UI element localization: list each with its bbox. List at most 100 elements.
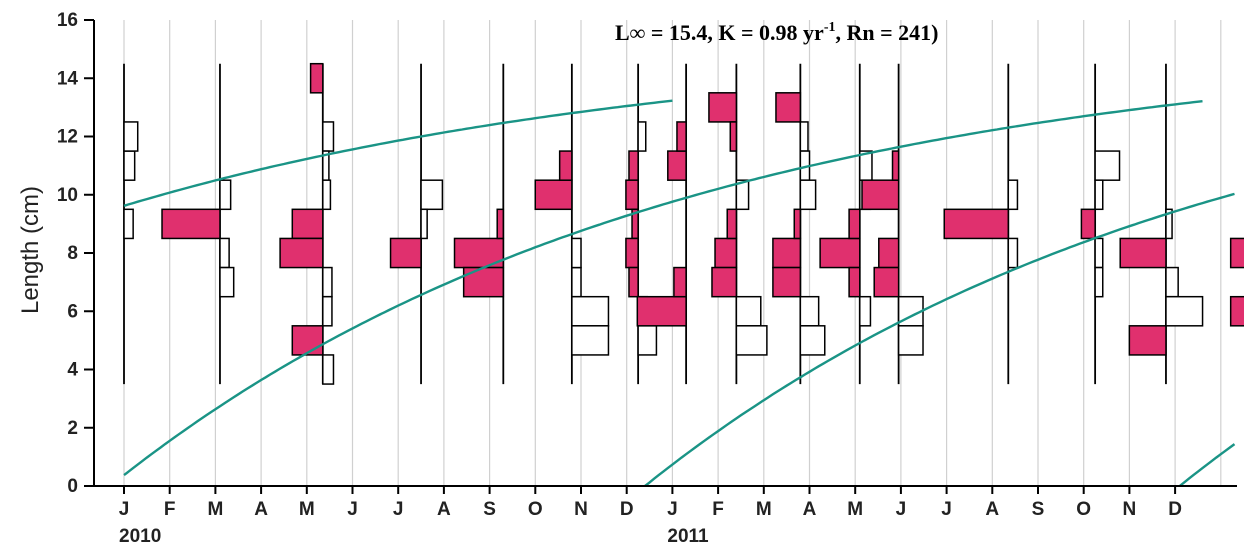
growth-curve-cohort-2 — [123, 100, 1203, 477]
negative-bar — [637, 325, 658, 356]
x-tick-label: A — [985, 499, 999, 520]
x-tick-label: O — [1076, 499, 1091, 520]
y-tick-label: 2 — [67, 418, 78, 439]
x-tick-label: D — [620, 499, 634, 520]
x-tick-label: M — [299, 499, 315, 520]
negative-bar — [1165, 266, 1179, 298]
x-tick-label: M — [756, 499, 772, 520]
parameters-superscript: -1 — [824, 20, 836, 35]
x-tick-label: N — [1123, 499, 1137, 520]
x-tick-label: S — [1032, 499, 1045, 520]
positive-bar — [496, 208, 505, 240]
x-tick-label: F — [712, 499, 724, 520]
negative-bar — [571, 295, 610, 327]
positive-bar — [861, 179, 900, 211]
positive-bar — [462, 266, 505, 298]
x-tick-label: N — [574, 499, 588, 520]
x-tick-label: F — [164, 499, 176, 520]
parameters-annotation: L∞ = 15.4, K = 0.98 yr-1, Rn = 241) — [615, 20, 938, 45]
positive-bar — [1229, 295, 1244, 327]
negative-bar — [735, 179, 750, 211]
positive-bar — [714, 237, 738, 269]
negative-bar — [571, 325, 610, 356]
y-tick-label: 14 — [57, 68, 79, 89]
negative-bar — [219, 237, 230, 269]
y-tick-label: 12 — [57, 127, 78, 148]
positive-bar — [161, 208, 221, 240]
x-tick-label: J — [347, 499, 358, 520]
negative-bar — [219, 179, 232, 211]
negative-bar — [123, 208, 134, 240]
negative-bar — [420, 208, 428, 240]
x-tick-label: M — [207, 499, 223, 520]
negative-bar — [123, 121, 139, 152]
x-tick-label: J — [393, 499, 404, 520]
growth-curve-cohort-1 — [123, 99, 673, 207]
y-tick-label: 10 — [57, 185, 78, 206]
negative-bar — [322, 354, 335, 385]
positive-bar — [708, 92, 738, 123]
positive-bar — [1128, 325, 1167, 356]
x-tick-label: A — [803, 499, 817, 520]
y-tick-label: 0 — [67, 476, 78, 497]
negative-bar — [1094, 150, 1121, 181]
negative-bar — [123, 150, 136, 181]
x-tick-label: A — [437, 499, 451, 520]
positive-bar — [673, 266, 687, 298]
positive-bar — [628, 266, 639, 298]
positive-bar — [279, 237, 324, 269]
curves-layer — [123, 99, 1236, 487]
negative-bar — [799, 121, 809, 152]
y-tick-label: 16 — [57, 10, 78, 31]
positive-bar — [558, 150, 573, 181]
negative-bar — [1094, 266, 1104, 298]
parameters-main: L∞ = 15.4, K = 0.98 yr — [615, 20, 824, 45]
negative-bar — [637, 121, 647, 152]
positive-bar — [625, 237, 639, 269]
positive-bar — [943, 208, 1010, 240]
negative-bar — [322, 266, 333, 298]
x-tick-label: J — [119, 499, 130, 520]
parameters-tail: , Rn = 241) — [835, 20, 938, 45]
positive-bar — [667, 150, 687, 181]
positive-bar — [1080, 208, 1096, 240]
x-tick-label: D — [1168, 499, 1182, 520]
x-tick-label: J — [941, 499, 952, 520]
positive-bar — [848, 266, 861, 298]
negative-bar — [799, 179, 817, 211]
positive-bar — [1229, 237, 1244, 269]
growth-curve-cohort-4 — [1178, 443, 1236, 487]
negative-bar — [735, 295, 762, 327]
negative-bar — [859, 295, 872, 327]
positive-bar — [772, 237, 802, 269]
year-label: 2011 — [667, 526, 709, 547]
axes-layer: 0 2 4 6 8 10 12 14 16 J F M A M J J A S O N D J F M A M J J A S O N D 201… — [57, 10, 1237, 547]
negative-bar — [1165, 295, 1204, 327]
positive-bar — [309, 62, 324, 94]
positive-bar — [848, 208, 861, 240]
negative-bar — [799, 295, 820, 327]
positive-bar — [873, 266, 900, 298]
x-tick-label: S — [483, 499, 496, 520]
positive-bar — [534, 179, 573, 211]
negative-bar — [571, 266, 582, 298]
x-tick-label: J — [896, 499, 907, 520]
positive-bar — [389, 237, 422, 269]
negative-bar — [571, 237, 582, 269]
positive-bar — [729, 121, 738, 152]
positive-bar — [676, 121, 687, 152]
positive-bar — [628, 150, 639, 181]
negative-bar — [1165, 208, 1173, 240]
negative-bar — [219, 266, 235, 298]
bars-layer — [123, 62, 1244, 385]
negative-bar — [735, 325, 768, 356]
positive-bar — [891, 150, 900, 181]
positive-bar — [1119, 237, 1167, 269]
x-tick-label: A — [254, 499, 268, 520]
positive-bar — [878, 237, 900, 269]
positive-bar — [291, 325, 324, 356]
positive-bar — [772, 266, 802, 298]
positive-bar — [775, 92, 802, 123]
y-tick-label: 8 — [67, 243, 78, 264]
